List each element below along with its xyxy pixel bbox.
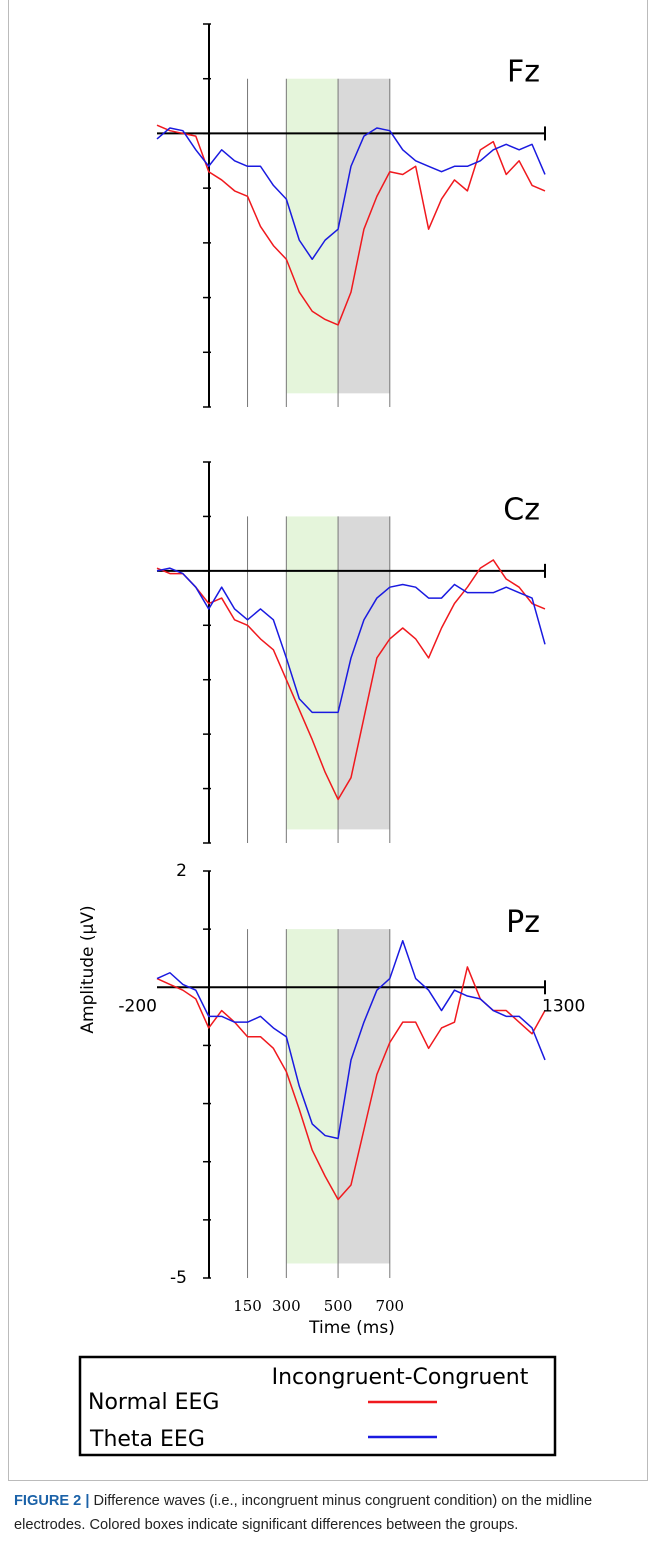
legend-title: Incongruent-Congruent [272,1365,529,1390]
caption-text: Difference waves (i.e., incongruent minu… [14,1493,593,1533]
significance-box [286,516,339,830]
caption: FIGURE 2 | Difference waves (i.e., incon… [14,1490,644,1537]
difference-wave [156,127,546,261]
legend-label: Normal EEG [88,1390,219,1415]
x-tick-label: 500 [324,1297,353,1315]
difference-wave [156,567,546,714]
y-limit-label: 2 [176,861,187,881]
difference-wave [156,124,546,326]
y-axis-title: Amplitude (µV) [78,905,98,1033]
y-limit-label: -5 [170,1268,187,1288]
x-tick-label: 300 [272,1297,301,1315]
figure-frame [8,0,648,1481]
difference-wave [156,940,546,1140]
significance-box [338,78,390,394]
legend-label: Theta EEG [89,1427,205,1452]
caption-label: FIGURE 2 | [14,1493,90,1509]
difference-wave [156,559,546,801]
significance-box [338,929,390,1264]
x-axis-title: Time (ms) [308,1318,395,1338]
x-tick-label: 700 [375,1297,404,1315]
x-limit-label: -200 [118,996,157,1016]
x-tick-label: 150 [233,1297,262,1315]
significance-box [338,516,390,830]
panel-label: Fz [507,55,540,90]
figure: Incongruent-Congruent Normal EEG Theta E… [78,23,585,1457]
x-limit-label: 1300 [542,996,585,1016]
panel-label: Pz [506,905,540,940]
legend-box [78,1355,557,1457]
panel-label: Cz [503,492,540,527]
